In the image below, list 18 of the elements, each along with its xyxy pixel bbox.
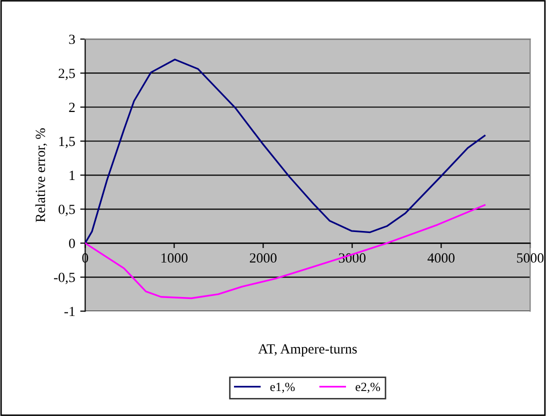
x-tick-label: 2000 xyxy=(250,253,277,263)
x-tick-label: 4000 xyxy=(428,253,455,263)
y-tick-label: 3 xyxy=(69,34,75,44)
y-tick-label: 1,5 xyxy=(59,136,75,148)
y-tick-label: -0,5 xyxy=(54,272,75,284)
x-axis-title: AT, Ampere-turns xyxy=(258,344,357,356)
line-series xyxy=(85,58,486,244)
y-tick-label: 2,5 xyxy=(58,68,75,80)
y-tick-label: 0,5 xyxy=(58,204,75,216)
legend-label: e1,% xyxy=(270,382,295,393)
y-tick-label: -1 xyxy=(64,306,75,316)
y-tick-label: 2 xyxy=(69,102,75,112)
y-tick-label: 1 xyxy=(70,170,75,180)
x-tick-label: 5000 xyxy=(517,253,544,263)
y-axis-title: Relative error, % xyxy=(35,128,48,222)
legend-label: e2,% xyxy=(356,382,380,393)
y-tick-label: 0 xyxy=(69,238,75,248)
x-tick-label: 1000 xyxy=(162,253,188,263)
